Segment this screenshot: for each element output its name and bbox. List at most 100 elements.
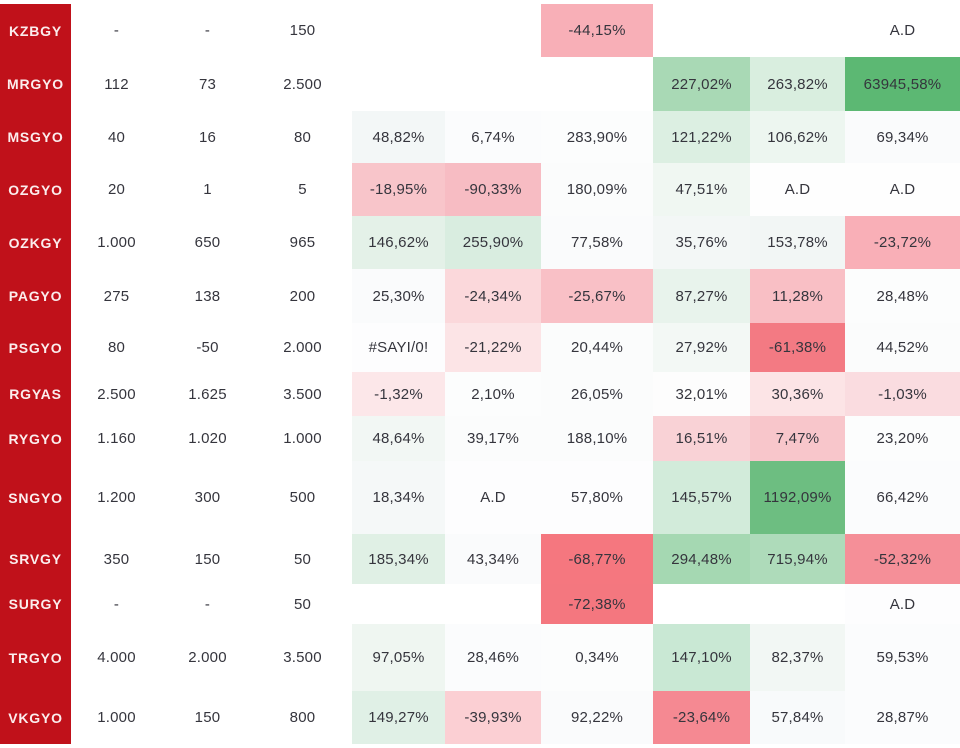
ticker-cell-psgyo[interactable]: PSGYO (0, 323, 71, 372)
value-cell[interactable]: -1,32% (352, 372, 445, 416)
value-cell[interactable]: A.D (750, 163, 845, 216)
value-cell[interactable]: 28,48% (845, 269, 960, 323)
value-cell[interactable]: 80 (253, 111, 352, 163)
value-cell[interactable]: -21,22% (445, 323, 541, 372)
value-cell[interactable]: 20 (71, 163, 162, 216)
value-cell[interactable]: 69,34% (845, 111, 960, 163)
value-cell[interactable]: 28,87% (845, 691, 960, 744)
value-cell[interactable]: 3.500 (253, 624, 352, 691)
value-cell[interactable] (750, 584, 845, 624)
value-cell[interactable]: 25,30% (352, 269, 445, 323)
value-cell[interactable]: 275 (71, 269, 162, 323)
value-cell[interactable]: 18,34% (352, 461, 445, 534)
value-cell[interactable]: -24,34% (445, 269, 541, 323)
value-cell[interactable]: - (71, 584, 162, 624)
value-cell[interactable]: 150 (162, 534, 253, 584)
value-cell[interactable]: 500 (253, 461, 352, 534)
value-cell[interactable]: 965 (253, 216, 352, 269)
value-cell[interactable]: -25,67% (541, 269, 653, 323)
value-cell[interactable]: 138 (162, 269, 253, 323)
value-cell[interactable]: 1192,09% (750, 461, 845, 534)
value-cell[interactable]: -23,64% (653, 691, 750, 744)
value-cell[interactable]: 1.160 (71, 416, 162, 461)
value-cell[interactable]: 73 (162, 57, 253, 111)
value-cell[interactable]: 106,62% (750, 111, 845, 163)
value-cell[interactable]: A.D (845, 4, 960, 57)
value-cell[interactable]: -52,32% (845, 534, 960, 584)
ticker-cell-srvgy[interactable]: SRVGY (0, 534, 71, 584)
value-cell[interactable]: 294,48% (653, 534, 750, 584)
ticker-cell-trgyo[interactable]: TRGYO (0, 624, 71, 691)
value-cell[interactable]: 48,82% (352, 111, 445, 163)
value-cell[interactable]: 227,02% (653, 57, 750, 111)
value-cell[interactable] (653, 584, 750, 624)
value-cell[interactable]: 97,05% (352, 624, 445, 691)
value-cell[interactable] (352, 4, 445, 57)
ticker-cell-pagyo[interactable]: PAGYO (0, 269, 71, 323)
value-cell[interactable]: 50 (253, 584, 352, 624)
ticker-cell-ozkgy[interactable]: OZKGY (0, 216, 71, 269)
value-cell[interactable]: 63945,58% (845, 57, 960, 111)
value-cell[interactable]: 57,84% (750, 691, 845, 744)
value-cell[interactable]: 145,57% (653, 461, 750, 534)
value-cell[interactable]: - (162, 4, 253, 57)
value-cell[interactable]: -61,38% (750, 323, 845, 372)
value-cell[interactable]: #SAYI/0! (352, 323, 445, 372)
value-cell[interactable] (445, 4, 541, 57)
value-cell[interactable]: 11,28% (750, 269, 845, 323)
value-cell[interactable]: 77,58% (541, 216, 653, 269)
value-cell[interactable]: 2.000 (253, 323, 352, 372)
value-cell[interactable]: 1.020 (162, 416, 253, 461)
value-cell[interactable]: 188,10% (541, 416, 653, 461)
value-cell[interactable]: 150 (253, 4, 352, 57)
value-cell[interactable]: 47,51% (653, 163, 750, 216)
value-cell[interactable] (352, 57, 445, 111)
value-cell[interactable]: 16 (162, 111, 253, 163)
value-cell[interactable]: 30,36% (750, 372, 845, 416)
value-cell[interactable]: 80 (71, 323, 162, 372)
value-cell[interactable]: 1.000 (71, 691, 162, 744)
value-cell[interactable]: 350 (71, 534, 162, 584)
value-cell[interactable]: 1.000 (253, 416, 352, 461)
value-cell[interactable] (445, 57, 541, 111)
value-cell[interactable]: 153,78% (750, 216, 845, 269)
value-cell[interactable]: 48,64% (352, 416, 445, 461)
value-cell[interactable]: 23,20% (845, 416, 960, 461)
value-cell[interactable]: -72,38% (541, 584, 653, 624)
value-cell[interactable]: 39,17% (445, 416, 541, 461)
value-cell[interactable] (541, 57, 653, 111)
value-cell[interactable] (445, 584, 541, 624)
value-cell[interactable]: 1.200 (71, 461, 162, 534)
value-cell[interactable]: 180,09% (541, 163, 653, 216)
ticker-cell-rgyas[interactable]: RGYAS (0, 372, 71, 416)
value-cell[interactable]: 57,80% (541, 461, 653, 534)
value-cell[interactable]: 20,44% (541, 323, 653, 372)
value-cell[interactable]: 26,05% (541, 372, 653, 416)
ticker-cell-kzbgy[interactable]: KZBGY (0, 4, 71, 57)
value-cell[interactable]: -90,33% (445, 163, 541, 216)
value-cell[interactable]: 16,51% (653, 416, 750, 461)
value-cell[interactable]: 87,27% (653, 269, 750, 323)
value-cell[interactable]: 32,01% (653, 372, 750, 416)
value-cell[interactable]: 27,92% (653, 323, 750, 372)
value-cell[interactable]: -39,93% (445, 691, 541, 744)
value-cell[interactable]: A.D (845, 584, 960, 624)
value-cell[interactable]: 59,53% (845, 624, 960, 691)
value-cell[interactable]: 185,34% (352, 534, 445, 584)
ticker-cell-mrgyo[interactable]: MRGYO (0, 57, 71, 111)
value-cell[interactable]: A.D (445, 461, 541, 534)
value-cell[interactable]: 1.625 (162, 372, 253, 416)
value-cell[interactable]: 2.500 (71, 372, 162, 416)
value-cell[interactable]: 147,10% (653, 624, 750, 691)
value-cell[interactable]: 112 (71, 57, 162, 111)
value-cell[interactable]: - (71, 4, 162, 57)
value-cell[interactable]: - (162, 584, 253, 624)
value-cell[interactable]: -44,15% (541, 4, 653, 57)
value-cell[interactable]: 2.000 (162, 624, 253, 691)
value-cell[interactable]: 150 (162, 691, 253, 744)
value-cell[interactable]: 146,62% (352, 216, 445, 269)
ticker-cell-ozgyo[interactable]: OZGYO (0, 163, 71, 216)
value-cell[interactable]: 40 (71, 111, 162, 163)
ticker-cell-vkgyo[interactable]: VKGYO (0, 691, 71, 744)
value-cell[interactable]: -50 (162, 323, 253, 372)
